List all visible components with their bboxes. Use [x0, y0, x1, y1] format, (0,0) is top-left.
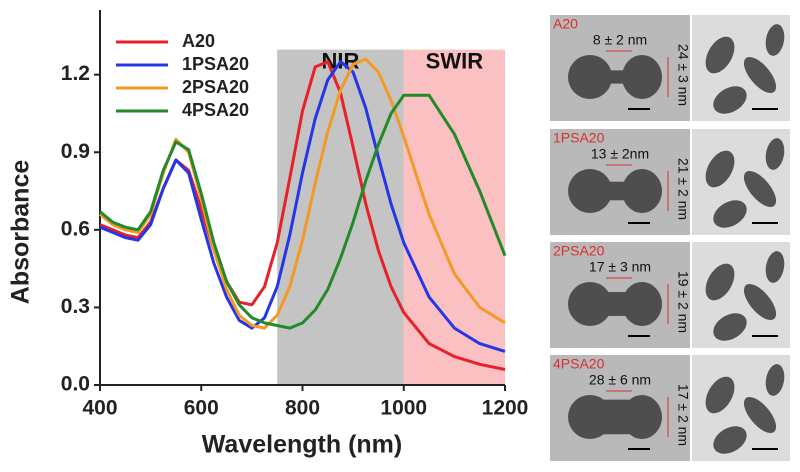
y-axis-label: Absorbance [7, 160, 35, 305]
region [277, 49, 404, 385]
y-tick-label: 0.3 [61, 295, 90, 318]
particle [713, 426, 747, 454]
x-tick-label: 1000 [380, 397, 427, 420]
x-tick-label: 1200 [482, 397, 529, 420]
particles [568, 364, 785, 454]
particle [705, 36, 735, 74]
length-label: 24 ± 3 nm [675, 44, 691, 106]
particle [713, 86, 747, 114]
width-label: 28 ± 6 nm [589, 372, 651, 388]
particle [743, 56, 777, 94]
width-label: 8 ± 2 nm [593, 32, 647, 48]
x-tick-label: 400 [82, 397, 117, 420]
series-line [99, 60, 506, 353]
panel-label: 4PSA20 [553, 356, 605, 372]
legend-label: 4PSA20 [182, 100, 249, 120]
particle [600, 181, 636, 201]
x-axis-label: Wavelength (nm) [202, 431, 402, 459]
region-label: SWIR [426, 48, 484, 73]
x-tick-label: 800 [285, 397, 320, 420]
panel-label: A20 [553, 16, 578, 32]
particles [568, 24, 785, 114]
particle [765, 251, 785, 283]
particle [765, 364, 785, 396]
y-tick-label: 1.2 [61, 62, 90, 85]
y-tick-label: 0.9 [61, 140, 90, 163]
particle [743, 396, 777, 434]
length-label: 21 ± 2 nm [675, 158, 691, 220]
y-tick-label: 0.0 [61, 373, 90, 396]
particle [765, 138, 785, 170]
particles [568, 251, 785, 341]
legend-label: 2PSA20 [182, 77, 249, 97]
legend-label: A20 [182, 31, 215, 51]
particle [705, 376, 735, 414]
legend-label: 1PSA20 [182, 54, 249, 74]
particle [713, 313, 747, 341]
particle [713, 200, 747, 228]
particle [705, 150, 735, 188]
particle [743, 170, 777, 208]
series-line [99, 93, 507, 330]
particles [568, 138, 785, 228]
particle [568, 169, 612, 213]
panel-label: 2PSA20 [553, 243, 605, 259]
particle [600, 70, 636, 84]
panel-label: 1PSA20 [553, 130, 605, 146]
width-label: 13 ± 2nm [591, 146, 649, 162]
y-tick-label: 0.6 [61, 217, 90, 240]
length-label: 19 ± 2 nm [675, 271, 691, 333]
particle [568, 55, 612, 99]
particle [600, 399, 636, 435]
particle [622, 55, 662, 99]
x-tick-label: 600 [184, 397, 219, 420]
width-label: 17 ± 3 nm [589, 259, 651, 275]
particle [600, 292, 636, 316]
particle [743, 283, 777, 321]
particle [705, 263, 735, 301]
particle [765, 24, 785, 56]
length-label: 17 ± 2 nm [675, 384, 691, 446]
particle [622, 169, 662, 213]
